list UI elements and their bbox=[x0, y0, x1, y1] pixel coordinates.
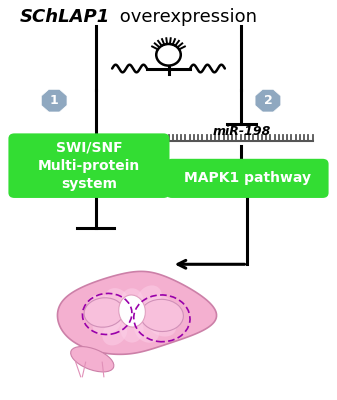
Ellipse shape bbox=[93, 305, 123, 326]
FancyBboxPatch shape bbox=[166, 159, 329, 198]
FancyBboxPatch shape bbox=[8, 133, 170, 198]
Polygon shape bbox=[255, 89, 281, 112]
Ellipse shape bbox=[93, 313, 121, 335]
Ellipse shape bbox=[71, 346, 114, 372]
Text: 2: 2 bbox=[264, 94, 272, 107]
Text: overexpression: overexpression bbox=[114, 8, 257, 26]
Text: MAPK1 pathway: MAPK1 pathway bbox=[184, 171, 311, 185]
Ellipse shape bbox=[105, 288, 130, 313]
Polygon shape bbox=[41, 89, 67, 112]
Ellipse shape bbox=[134, 318, 159, 343]
Ellipse shape bbox=[137, 285, 162, 310]
PathPatch shape bbox=[58, 271, 217, 354]
Ellipse shape bbox=[143, 296, 172, 318]
Ellipse shape bbox=[148, 314, 176, 336]
Text: SWI/SNF
Multi-protein
system: SWI/SNF Multi-protein system bbox=[38, 140, 140, 191]
Text: 1: 1 bbox=[50, 94, 59, 107]
Ellipse shape bbox=[140, 299, 183, 332]
Ellipse shape bbox=[120, 288, 144, 314]
Ellipse shape bbox=[102, 320, 127, 346]
Ellipse shape bbox=[120, 316, 144, 342]
Ellipse shape bbox=[119, 295, 145, 327]
Ellipse shape bbox=[84, 298, 124, 327]
Text: SChLAP1: SChLAP1 bbox=[19, 8, 110, 26]
Ellipse shape bbox=[88, 294, 116, 316]
Ellipse shape bbox=[141, 305, 171, 326]
Text: miR-198: miR-198 bbox=[212, 125, 271, 138]
